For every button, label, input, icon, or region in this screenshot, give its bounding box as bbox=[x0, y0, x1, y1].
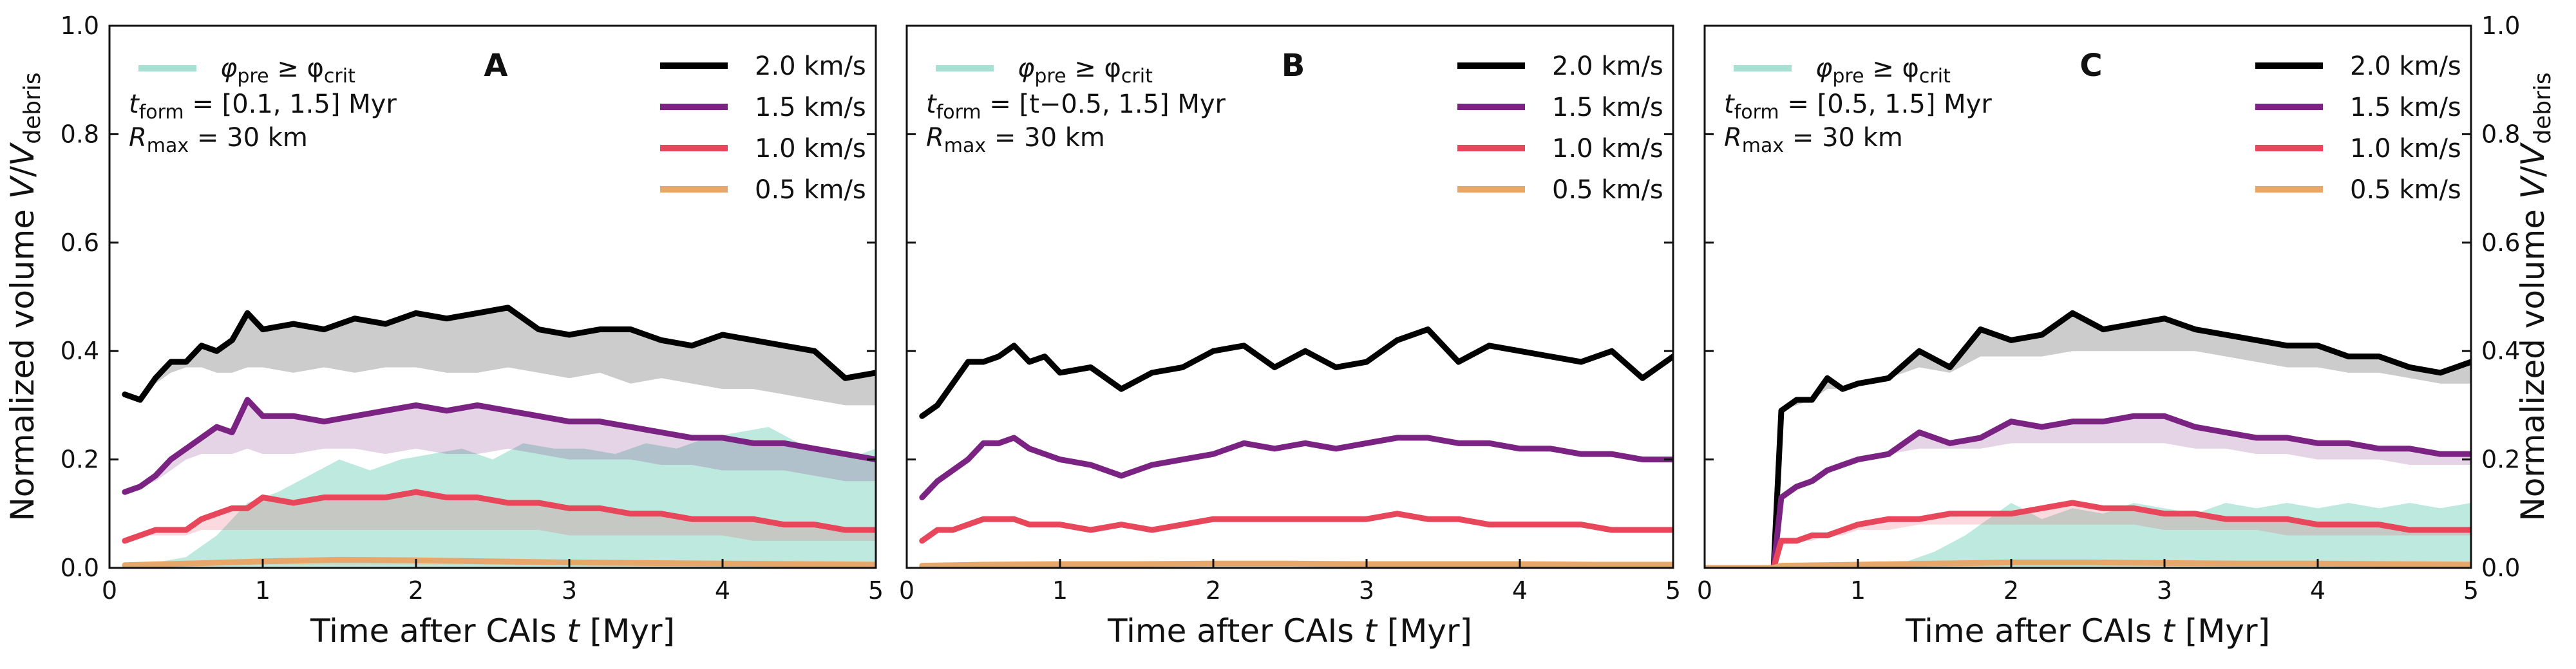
y-tick-label: 0.2 bbox=[61, 446, 99, 474]
series-line-10 bbox=[919, 511, 1673, 544]
y-tick-label: 0.0 bbox=[61, 554, 99, 582]
y-axis-label: Normalized volume V/Vdebris bbox=[2514, 72, 2556, 521]
phi-fill-area bbox=[124, 427, 876, 568]
panel-label: C bbox=[2079, 48, 2102, 84]
x-tick-label: 3 bbox=[1359, 576, 1374, 605]
series-line-20 bbox=[919, 326, 1673, 419]
y-tick-label: 0.6 bbox=[61, 229, 99, 257]
x-tick-label: 4 bbox=[2310, 576, 2325, 605]
series-line-05 bbox=[1705, 560, 2471, 568]
x-tick-label: 2 bbox=[408, 576, 424, 605]
series-line-10 bbox=[122, 489, 876, 544]
series-line-15 bbox=[919, 435, 1673, 501]
legend-label: 0.5 km/s bbox=[1552, 175, 1663, 205]
axes-frame bbox=[108, 24, 877, 569]
legend-label: 1.5 km/s bbox=[2350, 93, 2461, 122]
panel-A: 0 1 2 3 4 5 0.0 0.2 0.4 0.6 0.8 1.0 Time after CAIs … bbox=[4, 12, 884, 650]
x-tick-label: 1 bbox=[255, 576, 270, 605]
panel-label: A bbox=[484, 48, 507, 84]
panel-C: 0 1 2 3 4 50.0 0.2 0.4 0.6 0.8 1.0 Time after CAIs … bbox=[1697, 12, 2556, 650]
legend-label: 1.5 km/s bbox=[755, 93, 866, 122]
x-tick-label: 1 bbox=[1052, 576, 1068, 605]
series-line-20 bbox=[122, 305, 876, 403]
legend-label: 1.0 km/s bbox=[755, 134, 866, 164]
legend-label: 2.0 km/s bbox=[1552, 52, 1663, 81]
annotation-tform: tform = [0.1, 1.5] Myr bbox=[129, 90, 397, 124]
series-line-10 bbox=[1705, 500, 2471, 568]
panel-label: B bbox=[1282, 48, 1305, 84]
y-tick-label: 1.0 bbox=[61, 12, 99, 40]
x-tick-label: 2 bbox=[1206, 576, 1221, 605]
band-20 bbox=[124, 307, 876, 406]
legend-label: 1.0 km/s bbox=[1552, 134, 1663, 164]
x-tick-label: 5 bbox=[2463, 576, 2479, 605]
legend-fill-label: φpre ≥ φcrit bbox=[1815, 53, 1951, 88]
axes-frame bbox=[905, 24, 1674, 569]
annotation-tform: tform = [0.5, 1.5] Myr bbox=[1724, 90, 1992, 124]
axes-frame bbox=[1703, 24, 2472, 569]
legend-fill-label: φpre ≥ φcrit bbox=[1018, 53, 1153, 88]
band-15 bbox=[124, 399, 876, 493]
x-tick-label: 2 bbox=[2003, 576, 2019, 605]
plot-area bbox=[1705, 310, 2471, 568]
x-tick-label: 5 bbox=[1665, 576, 1681, 605]
series-line-20 bbox=[1705, 310, 2471, 568]
series-line-15 bbox=[122, 397, 876, 495]
annotation-rmax: Rmax = 30 km bbox=[926, 123, 1105, 157]
y-tick-label: 0.8 bbox=[61, 120, 99, 148]
x-axis-label: Time after CAIs t [Myr] bbox=[1905, 612, 2270, 650]
annotation-tform: tform = [t−0.5, 1.5] Myr bbox=[926, 90, 1226, 124]
x-tick-label: 3 bbox=[562, 576, 577, 605]
x-tick-label: 3 bbox=[2157, 576, 2172, 605]
x-axis-label: Time after CAIs t [Myr] bbox=[310, 612, 675, 650]
y-tick-label: 1.0 bbox=[2481, 12, 2520, 40]
annotation-rmax: Rmax = 30 km bbox=[129, 123, 308, 157]
x-tick-label: 5 bbox=[868, 576, 884, 605]
y-tick-label: 0.4 bbox=[2481, 337, 2520, 365]
legend-label: 2.0 km/s bbox=[755, 52, 866, 81]
x-tick-label: 0 bbox=[899, 576, 914, 605]
y-tick-label: 0.4 bbox=[61, 337, 99, 365]
x-tick-label: 0 bbox=[1697, 576, 1712, 605]
x-tick-label: 1 bbox=[1850, 576, 1866, 605]
x-axis-label: Time after CAIs t [Myr] bbox=[1107, 612, 1472, 650]
plot-area bbox=[122, 305, 876, 568]
legend-label: 2.0 km/s bbox=[2350, 52, 2461, 81]
x-tick-label: 4 bbox=[1512, 576, 1528, 605]
band-15 bbox=[1705, 416, 2471, 568]
annotation-rmax: Rmax = 30 km bbox=[1724, 123, 1903, 157]
y-tick-label: 0.2 bbox=[2481, 446, 2520, 474]
series-line-15 bbox=[1705, 413, 2471, 568]
series-line-05 bbox=[122, 556, 876, 568]
y-tick-label: 0.0 bbox=[2481, 554, 2520, 582]
y-tick-label: 0.6 bbox=[2481, 229, 2520, 257]
band-10 bbox=[124, 492, 876, 541]
plot-area bbox=[919, 326, 1673, 568]
legend-label: 0.5 km/s bbox=[2350, 175, 2461, 205]
x-tick-label: 0 bbox=[102, 576, 117, 605]
series-line-05 bbox=[919, 560, 1673, 568]
legend-fill-label: φpre ≥ φcrit bbox=[220, 53, 355, 88]
x-tick-label: 4 bbox=[715, 576, 730, 605]
legend-label: 1.5 km/s bbox=[1552, 93, 1663, 122]
y-axis-label: Normalized volume V/Vdebris bbox=[4, 72, 46, 521]
y-tick-label: 0.8 bbox=[2481, 120, 2520, 148]
legend-label: 0.5 km/s bbox=[755, 175, 866, 205]
legend-label: 1.0 km/s bbox=[2350, 134, 2461, 164]
